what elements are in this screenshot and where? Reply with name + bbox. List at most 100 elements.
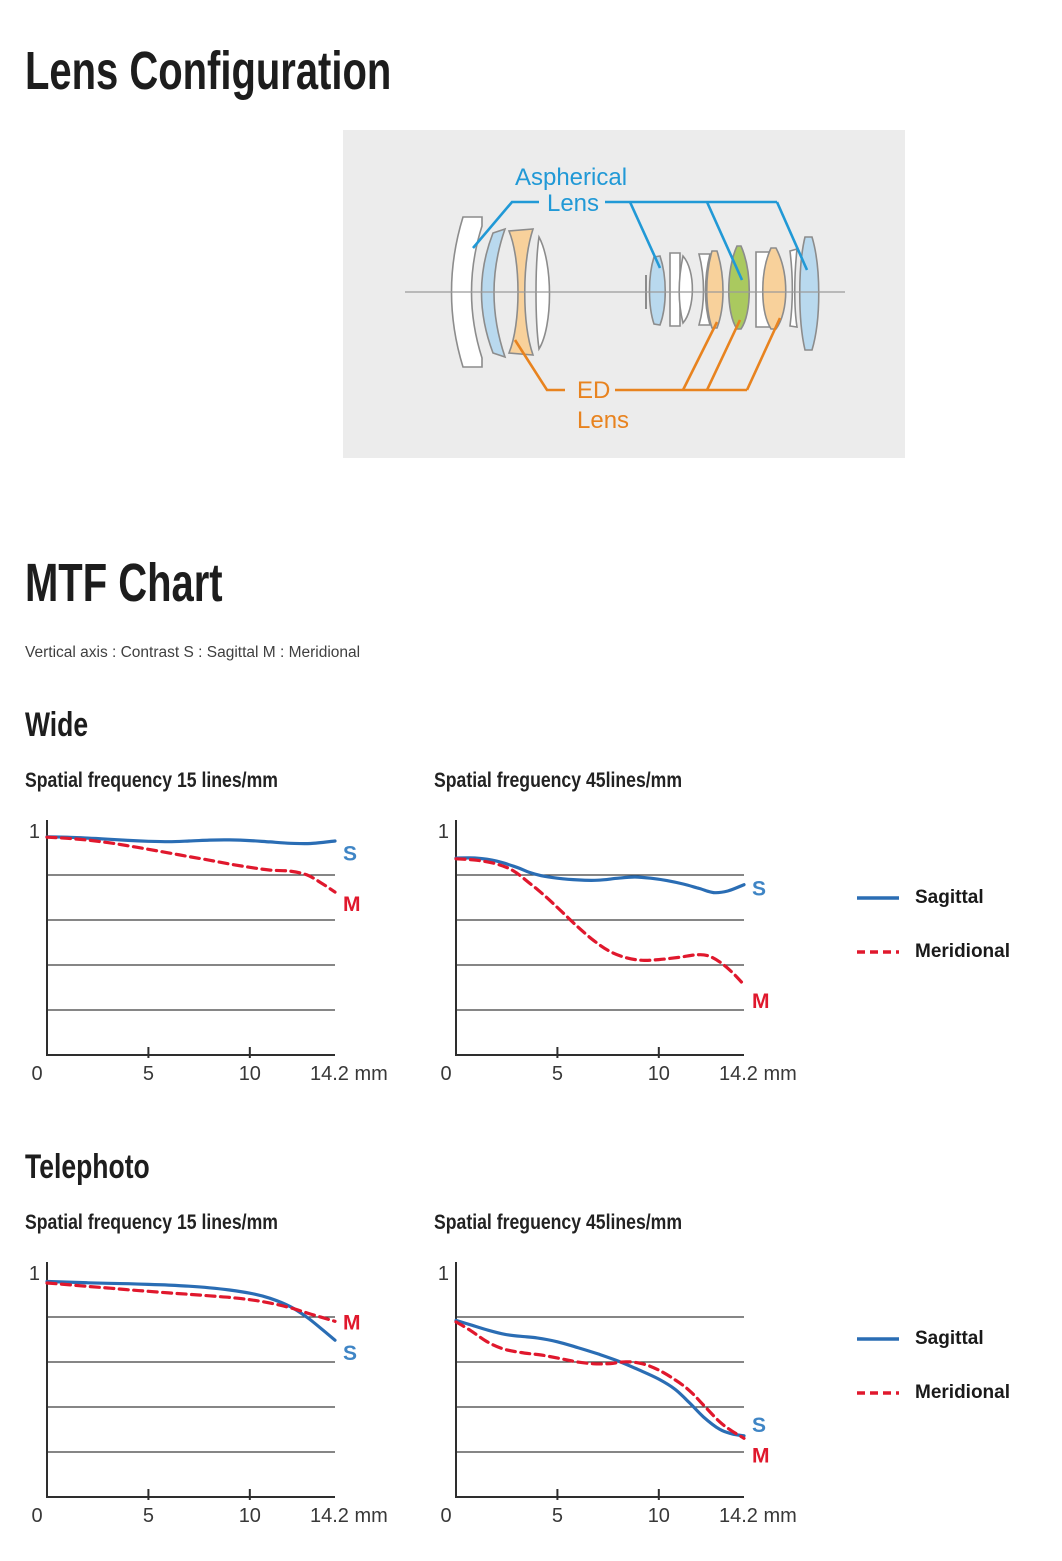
x-end-label: 14.2 mm bbox=[310, 1063, 388, 1085]
curve-label-s: S bbox=[343, 843, 357, 866]
tele-chart2-title: Spatial freguency 45lines/mm bbox=[434, 1211, 683, 1234]
x-end-label: 14.2 mm bbox=[719, 1063, 797, 1085]
ed-leader-2 bbox=[705, 319, 742, 391]
x-tick-label: 10 bbox=[648, 1063, 670, 1085]
mtf-curve-sagittal bbox=[45, 1279, 337, 1342]
curve-label-s: S bbox=[752, 877, 766, 900]
x-end-label: 14.2 mm bbox=[310, 1505, 388, 1527]
legend-meridional-label: Meridional bbox=[915, 1382, 1011, 1403]
section-telephoto-heading-wrap: Telephoto bbox=[25, 1146, 185, 1188]
y-top-label: 1 bbox=[29, 821, 40, 843]
tele-chart2-title-wrap: Spatial freguency 45lines/mm bbox=[434, 1210, 729, 1236]
mtf-title-wrap: MTF Chart bbox=[25, 552, 292, 614]
ed-leader-left bbox=[513, 339, 565, 392]
tele-chart1-title: Spatial frequency 15 lines/mm bbox=[25, 1211, 278, 1234]
lens-element-white-5 bbox=[697, 253, 712, 326]
aspherical-leader-lines bbox=[472, 200, 809, 281]
mtf-curve-sagittal bbox=[454, 1318, 746, 1438]
mtf-title: MTF Chart bbox=[25, 553, 223, 613]
aspherical-leader-2 bbox=[705, 201, 744, 281]
x-tick-label: 10 bbox=[239, 1063, 261, 1085]
wide-chart2-title-wrap: Spatial freguency 45lines/mm bbox=[434, 768, 729, 794]
lens-configuration-diagram: Aspherical Lens ED Lens bbox=[343, 130, 905, 458]
legend-sagittal-label: Sagittal bbox=[915, 1328, 984, 1349]
x-tick-label: 0 bbox=[440, 1063, 451, 1085]
mtf-chart-tele-45: 1 0 5 10 14.2 mm S M bbox=[419, 1258, 819, 1533]
section-wide-heading-wrap: Wide bbox=[25, 704, 106, 746]
x-tick-label: 10 bbox=[648, 1505, 670, 1527]
x-tick-label: 0 bbox=[31, 1063, 42, 1085]
legend-sagittal-row: Sagittal bbox=[856, 886, 1010, 910]
curve-label-m: M bbox=[343, 1312, 361, 1335]
x-tick-label: 0 bbox=[440, 1505, 451, 1527]
mtf-curve-meridional bbox=[454, 857, 746, 987]
curve-label-s: S bbox=[343, 1342, 357, 1365]
mtf-curve-meridional bbox=[45, 1281, 337, 1323]
sagittal-line-sample bbox=[857, 896, 899, 900]
mtf-curve-meridional bbox=[454, 1320, 746, 1440]
ed-leader-3 bbox=[745, 317, 782, 391]
wide-chart1-title-wrap: Spatial frequency 15 lines/mm bbox=[25, 768, 326, 794]
mtf-chart-tele-15: 1 0 5 10 14.2 mm S M bbox=[10, 1258, 410, 1533]
aspherical-leader-left bbox=[472, 200, 539, 249]
y-top-label: 1 bbox=[438, 1263, 449, 1285]
sagittal-line-sample bbox=[857, 1337, 899, 1341]
legend-telephoto: Sagittal Meridional bbox=[856, 1327, 1010, 1435]
mtf-curve-sagittal bbox=[45, 835, 337, 846]
lens-diagram-svg: Aspherical Lens ED Lens bbox=[405, 164, 845, 434]
meridional-line-sample bbox=[857, 950, 899, 954]
y-top-label: 1 bbox=[438, 821, 449, 843]
legend-sagittal-row: Sagittal bbox=[856, 1327, 1010, 1351]
x-tick-label: 5 bbox=[143, 1505, 154, 1527]
aspherical-label-line2: Lens bbox=[547, 190, 599, 217]
x-tick-label: 5 bbox=[552, 1505, 563, 1527]
curve-label-m: M bbox=[343, 893, 361, 916]
wide-chart1-title: Spatial frequency 15 lines/mm bbox=[25, 769, 278, 792]
ed-leader-lines bbox=[513, 317, 782, 392]
mtf-subtitle: Vertical axis : Contrast S : Sagittal M … bbox=[25, 644, 361, 661]
lens-element-ed-2 bbox=[706, 250, 724, 329]
aspherical-leader-1 bbox=[628, 201, 662, 269]
mtf-curve-sagittal bbox=[454, 856, 746, 895]
curve-label-m: M bbox=[752, 990, 770, 1013]
ed-label-line1: ED bbox=[577, 377, 610, 404]
lens-element-aspherical-ed-hybrid bbox=[727, 245, 751, 330]
aspherical-leader-3 bbox=[775, 201, 809, 271]
legend-meridional-row: Meridional bbox=[856, 1381, 1010, 1405]
x-tick-label: 0 bbox=[31, 1505, 42, 1527]
mtf-chart-wide-45: 1 0 5 10 14.2 mm S M bbox=[419, 816, 819, 1091]
lens-element-aspherical-2 bbox=[648, 255, 666, 326]
x-end-label: 14.2 mm bbox=[719, 1505, 797, 1527]
lens-element-white-7 bbox=[789, 247, 798, 328]
curve-label-s: S bbox=[752, 1414, 766, 1437]
legend-meridional-label: Meridional bbox=[915, 941, 1011, 962]
curve-label-m: M bbox=[752, 1444, 770, 1467]
legend-wide: Sagittal Meridional bbox=[856, 886, 1010, 994]
page-title: Lens Configuration bbox=[25, 40, 520, 102]
section-telephoto-heading: Telephoto bbox=[25, 1148, 150, 1186]
legend-sagittal-label: Sagittal bbox=[915, 887, 984, 908]
ed-leader-1 bbox=[681, 321, 719, 391]
lens-elements bbox=[450, 216, 820, 368]
mtf-curve-meridional bbox=[45, 835, 337, 894]
lens-element-white-2 bbox=[535, 234, 551, 352]
lens-element-aspherical-3 bbox=[798, 236, 820, 351]
lens-element-white-3 bbox=[669, 252, 681, 327]
mtf-chart-wide-15: 1 0 5 10 14.2 mm S M bbox=[10, 816, 410, 1091]
lens-element-white-4 bbox=[678, 254, 694, 325]
x-tick-label: 5 bbox=[552, 1063, 563, 1085]
ed-label-line2: Lens bbox=[577, 407, 629, 434]
tele-chart1-title-wrap: Spatial frequency 15 lines/mm bbox=[25, 1210, 326, 1236]
lens-element-aspherical-1 bbox=[480, 227, 507, 359]
x-tick-label: 10 bbox=[239, 1505, 261, 1527]
legend-meridional-row: Meridional bbox=[856, 940, 1010, 964]
wide-chart2-title: Spatial freguency 45lines/mm bbox=[434, 769, 683, 792]
lens-config-title: Lens Configuration bbox=[25, 41, 392, 101]
aspherical-label-line1: Aspherical bbox=[515, 164, 627, 191]
y-top-label: 1 bbox=[29, 1263, 40, 1285]
meridional-line-sample bbox=[857, 1391, 899, 1395]
x-tick-label: 5 bbox=[143, 1063, 154, 1085]
